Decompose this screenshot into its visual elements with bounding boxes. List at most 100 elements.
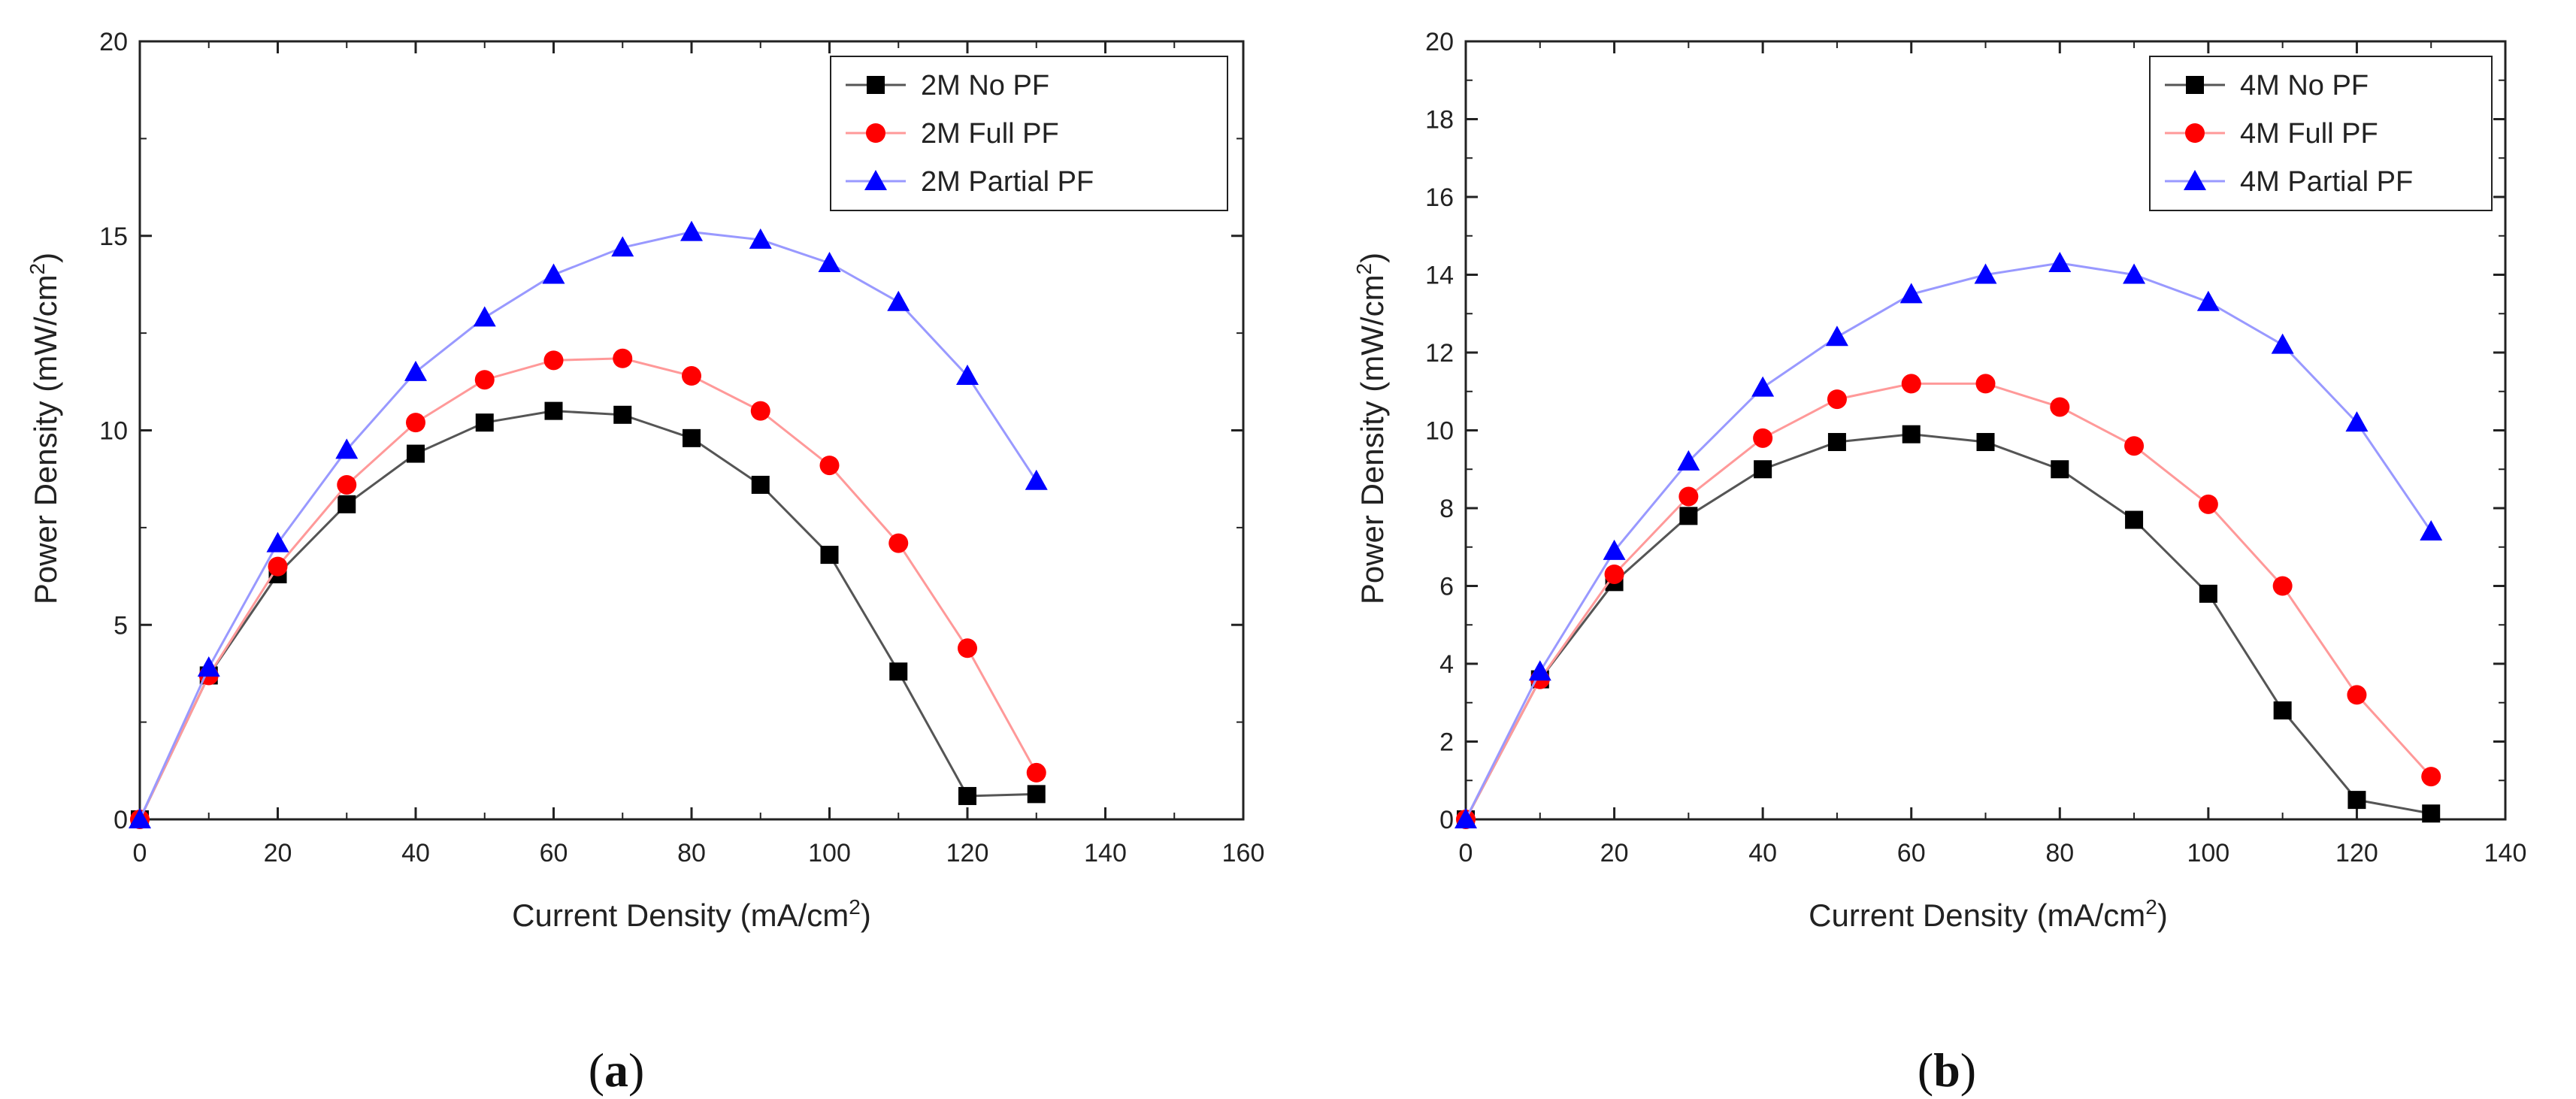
data-point: [2048, 251, 2072, 272]
series-circle: [130, 348, 1046, 829]
series-line: [1464, 382, 2432, 820]
x-tick-label: 120: [2335, 839, 2378, 867]
panel-caption-open: (: [589, 1043, 604, 1097]
data-point: [2420, 520, 2443, 541]
y-tick-label: 20: [99, 28, 128, 56]
legend-label: 4M Partial PF: [2240, 166, 2413, 198]
y-tick-label: 2: [1439, 728, 1454, 757]
legend-marker: [867, 76, 885, 94]
x-tick-label: 140: [1084, 839, 1127, 867]
x-axis-title-text: Current Density (mA/cm: [1809, 898, 2145, 933]
data-point: [1604, 564, 1624, 584]
data-point: [1827, 433, 1846, 452]
data-point: [958, 638, 977, 658]
data-point: [337, 474, 357, 495]
y-tick-label: 20: [1425, 28, 1454, 56]
data-point: [2199, 584, 2217, 603]
data-point: [2051, 460, 2069, 479]
data-point: [2125, 510, 2144, 529]
x-tick-label: 0: [1459, 839, 1473, 867]
chart-panel-b: 0 20 40 60 80 100 120 140 0 2 4 6 8 10 12 14 16 18 20 Curre…: [1352, 28, 2526, 1097]
data-point: [2422, 804, 2441, 823]
data-point: [2123, 263, 2146, 284]
y-axis-title-sup: 2: [1352, 263, 1376, 275]
legend: 4M No PF 4M Full PF 4M Partial PF: [2149, 56, 2493, 211]
y-tick-label: 14: [1425, 262, 1454, 290]
y-axis-title-sup: 2: [26, 263, 49, 275]
data-point: [1751, 376, 1775, 397]
data-point: [683, 428, 701, 447]
y-tick-label: 0: [1439, 806, 1454, 834]
y-tick-label: 0: [114, 806, 128, 834]
data-point: [475, 413, 494, 432]
data-point: [544, 401, 563, 420]
data-point: [1027, 785, 1046, 804]
data-point: [129, 808, 151, 828]
data-point: [1026, 762, 1046, 783]
data-point: [751, 475, 770, 494]
y-axis-title: Power Density (mW/cm2): [26, 253, 63, 604]
x-tick-label: 140: [2484, 839, 2527, 867]
data-point: [2347, 791, 2366, 810]
data-point: [335, 438, 359, 459]
legend-label: 2M Partial PF: [921, 166, 1094, 198]
y-axis-title-text: Power Density (mW/cm: [1355, 274, 1390, 604]
legend-marker: [2184, 170, 2206, 190]
series-line: [1464, 262, 2432, 820]
data-point: [2124, 436, 2145, 456]
data-point: [889, 662, 908, 681]
data-point: [2271, 333, 2294, 354]
x-tick-label: 20: [1600, 839, 1629, 867]
panel-caption-close: ): [1960, 1043, 1976, 1097]
data-point: [338, 495, 356, 513]
y-tick-label: 12: [1425, 339, 1454, 368]
y-tick-label: 8: [1439, 495, 1454, 523]
series-line: [138, 231, 1038, 820]
data-point: [1975, 374, 1996, 394]
y-tick-label: 4: [1439, 650, 1454, 679]
data-point: [1528, 660, 1551, 681]
x-axis-title: Current Density (mA/cm2): [512, 895, 871, 933]
panel-caption-letter: a: [604, 1043, 628, 1097]
series-line: [1464, 433, 2432, 820]
data-point: [542, 263, 565, 284]
legend-label: 4M No PF: [2240, 70, 2369, 101]
data-point: [958, 786, 976, 805]
chart-panel-a: 0 20 40 60 80 100 120 140 160 0 5 10 15 20 Current Den…: [26, 28, 1264, 1097]
x-tick-label: 80: [677, 839, 706, 867]
panel-caption: (a): [589, 1043, 645, 1097]
data-point: [266, 531, 289, 553]
x-tick-label: 80: [2045, 839, 2074, 867]
x-axis-title-sup: 2: [849, 895, 861, 919]
y-tick-label: 18: [1425, 106, 1454, 135]
data-point: [2272, 576, 2293, 596]
data-point: [749, 228, 772, 249]
data-point: [2345, 411, 2369, 432]
data-point: [819, 456, 840, 476]
legend-label: 2M No PF: [921, 70, 1049, 101]
series-circle: [1456, 374, 2441, 829]
x-axis-title-end: ): [2157, 898, 2168, 933]
series-triangle: [1454, 251, 2443, 828]
x-axis-title-sup: 2: [2145, 895, 2157, 919]
data-point: [2347, 685, 2367, 705]
data-point: [613, 405, 632, 424]
legend-marker: [864, 170, 887, 190]
data-point: [268, 556, 288, 577]
panel-caption-letter: b: [1933, 1043, 1960, 1097]
legend-label: 4M Full PF: [2240, 118, 2378, 150]
data-point: [1976, 433, 1995, 452]
data-point: [956, 365, 979, 386]
y-tick-label: 5: [114, 611, 128, 640]
legend: 2M No PF 2M Full PF 2M Partial PF: [830, 56, 1228, 211]
series-square: [131, 401, 1046, 828]
y-tick-label: 10: [1425, 417, 1454, 446]
data-point: [406, 413, 425, 433]
data-point: [1678, 486, 1699, 507]
x-tick-label: 40: [1748, 839, 1777, 867]
data-point: [2050, 397, 2070, 417]
y-tick-label: 15: [99, 223, 128, 251]
data-point: [1677, 450, 1700, 471]
panel-caption-close: ): [628, 1043, 644, 1097]
y-tick-label: 16: [1425, 183, 1454, 212]
